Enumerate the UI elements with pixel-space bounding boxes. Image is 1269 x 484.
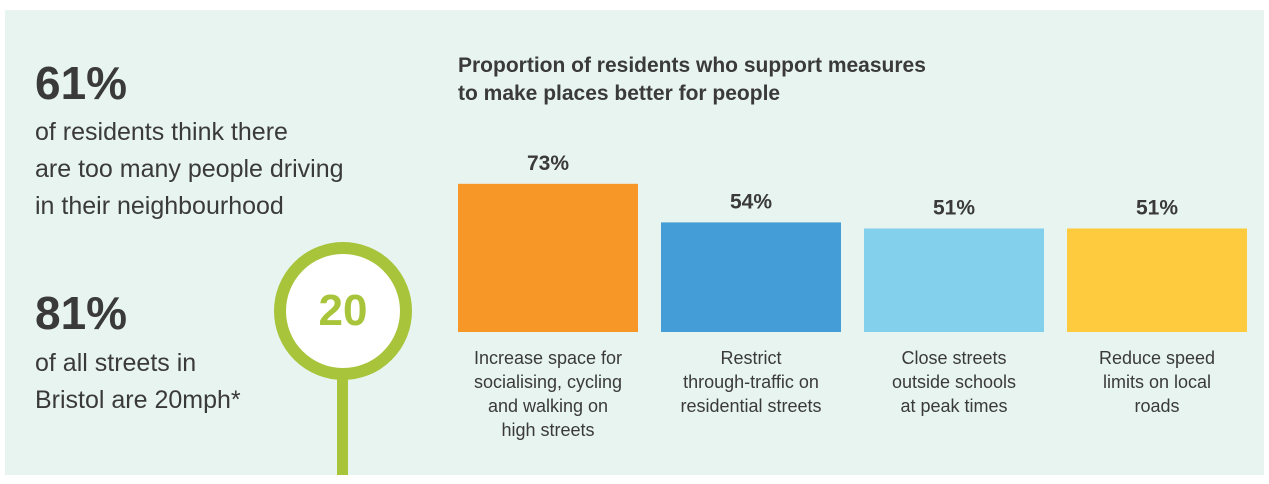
chart-title-line: to make places better for people <box>458 82 781 105</box>
category-label-line: through-traffic on <box>683 372 819 392</box>
category-label-line: residential streets <box>680 396 822 416</box>
stat-value-20mph-streets: 81% <box>35 287 128 339</box>
bar-4 <box>1067 228 1247 332</box>
stat-description-20mph-streets: of all streets in Bristol are 20mph* <box>35 345 315 419</box>
bar-3 <box>864 228 1044 332</box>
category-label-line: high streets <box>501 420 595 440</box>
stat-description-line: are too many people driving <box>35 155 344 183</box>
category-label-line: Restrict <box>720 348 782 368</box>
category-label: Close streets outside schools at peak time… <box>854 346 1054 418</box>
category-label-line: and walking on <box>487 396 609 416</box>
stat-description-line: in their neighbourhood <box>35 192 284 220</box>
stat-description-line: of all streets in <box>35 349 197 377</box>
category-label-line: limits on local <box>1102 372 1212 392</box>
chart-title-line: Proportion of residents who support meas… <box>458 54 926 77</box>
bar-2 <box>661 222 841 332</box>
stat-description-drivers: of residents think there are too many pe… <box>35 114 435 225</box>
speed-limit-sign-label: 20 <box>318 286 368 335</box>
category-label: Reduce speed limits on local roads <box>1057 346 1257 418</box>
bar-1 <box>458 183 638 332</box>
bar-chart: 73% 54% 51% 51% <box>458 152 1247 332</box>
category-label-line: Close streets <box>901 348 1007 368</box>
bar-value-label: 54% <box>730 190 772 213</box>
category-label-line: roads <box>1134 396 1180 416</box>
bar-value-label: 73% <box>527 152 569 175</box>
category-label-line: socialising, cycling <box>473 372 623 392</box>
category-label-line: at peak times <box>900 396 1008 416</box>
stat-description-line: of residents think there <box>35 118 288 146</box>
infographic-panel: 61% of residents think there are too man… <box>5 10 1264 475</box>
chart-title: Proportion of residents who support meas… <box>458 52 1158 108</box>
category-label: Restrict through-traffic on residential st… <box>651 346 851 418</box>
category-label-line: outside schools <box>891 372 1017 392</box>
category-label: Increase space for socialising, cycling an… <box>448 346 648 442</box>
stat-value-drivers: 61% <box>35 57 128 109</box>
category-label-line: Increase space for <box>473 348 623 368</box>
category-label-line: Reduce speed <box>1098 348 1216 368</box>
bar-value-label: 51% <box>933 196 975 219</box>
speed-sign-pole <box>337 360 348 475</box>
stat-description-line: Bristol are 20mph* <box>35 386 241 414</box>
bar-value-label: 51% <box>1136 196 1178 219</box>
